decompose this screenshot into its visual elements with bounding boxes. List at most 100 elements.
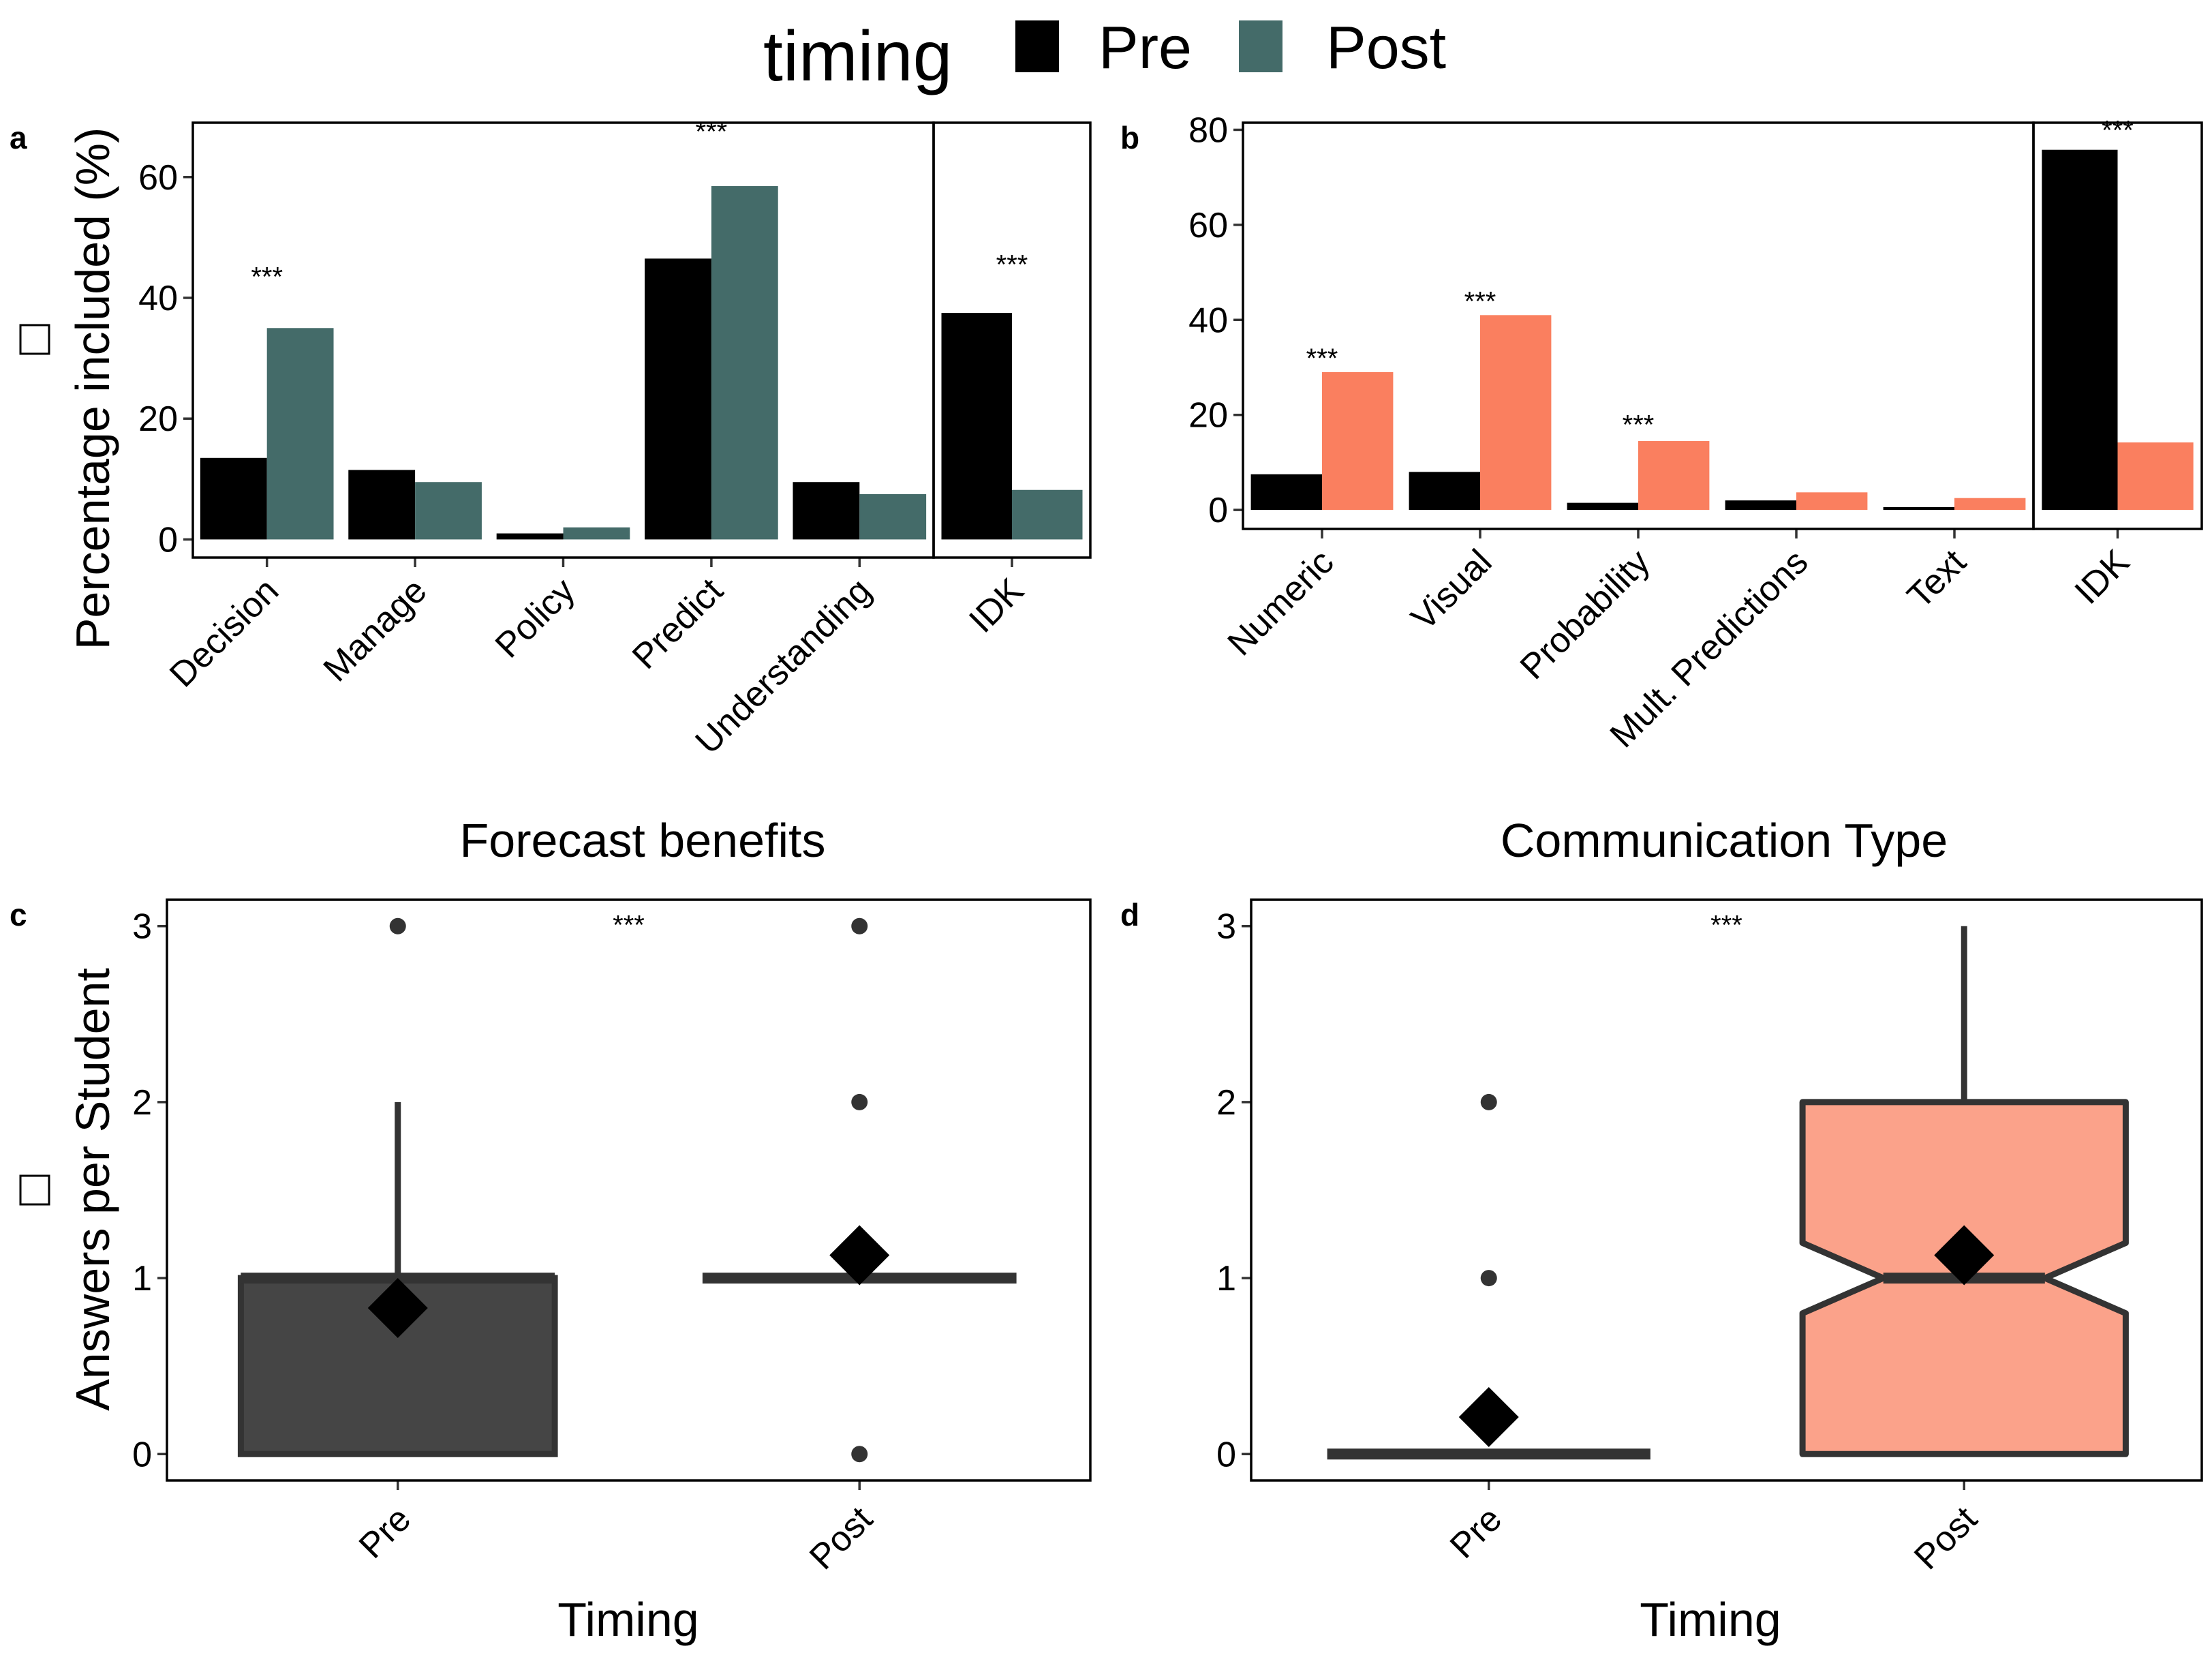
legend-swatch-pre <box>1015 20 1059 72</box>
panel-b-bars <box>1250 149 2194 511</box>
panel-c-ytick-label-3: 3 <box>132 907 152 947</box>
panel-a-ytick-label-20: 20 <box>138 399 178 439</box>
panel-b-sig-0: *** <box>1306 344 1338 374</box>
panel-letter-a: a <box>10 120 27 155</box>
panel-b-ytick-label-40: 40 <box>1188 301 1228 340</box>
panel-b-bar-numeric-post <box>1322 371 1394 511</box>
panel-b-ytick-label-80: 80 <box>1188 110 1228 150</box>
panel-c-post-outlier-2 <box>851 917 868 934</box>
panel-d-pre-outlier-0 <box>1480 1270 1497 1287</box>
missing-glyph-c <box>19 1174 50 1206</box>
panel-c-xlabel: Timing <box>557 1593 698 1646</box>
panel-c: c Answers per Student 0 1 2 3 *** Pre Post T… <box>10 897 1092 1646</box>
panel-b-xtick-label-4: Text <box>1900 542 1974 616</box>
panel-c-pre-outlier-0 <box>389 917 406 934</box>
panel-a-bar-manage-post <box>415 482 482 540</box>
panel-c-pre-xtick-label: Pre <box>352 1499 418 1566</box>
panel-b-xtick-label-1: Visual <box>1404 542 1500 638</box>
panel-b-y-axis: 0 20 40 60 80 <box>1188 110 1243 530</box>
panel-a-sig-1: *** <box>696 117 728 147</box>
panel-b-bar-idk-post <box>2117 442 2194 511</box>
panel-a: a Percentage included (%) 0 20 40 60 *** ***… <box>10 117 1092 867</box>
panel-letter-c: c <box>10 897 27 932</box>
panel-b-xtick-label-5: IDK <box>2068 542 2138 612</box>
panel-b-sig-3: *** <box>2102 115 2134 145</box>
panel-a-bars <box>200 186 1083 540</box>
panel-a-frame-idk <box>932 121 1092 559</box>
panel-d-ytick-label-3: 3 <box>1216 907 1236 947</box>
missing-glyph-a <box>19 324 50 355</box>
panel-c-frame <box>166 898 1092 1482</box>
legend-swatch-post <box>1239 20 1282 72</box>
panel-d-pre-mean <box>1458 1387 1519 1448</box>
panel-b-bar-mult-predictions-post <box>1796 492 1868 511</box>
panel-b-xtick-label-2: Probability <box>1513 542 1658 687</box>
panel-b-bar-mult-predictions-pre <box>1725 500 1796 511</box>
panel-a-xtick-label-3: Predict <box>625 571 731 677</box>
panel-a-xtick-label-5: IDK <box>962 571 1032 641</box>
panel-a-bar-idk-post <box>1012 489 1083 540</box>
panel-a-ylabel: Percentage included (%) <box>66 127 119 650</box>
panel-b-bar-probability-post <box>1638 441 1710 511</box>
panel-a-xtick-label-1: Manage <box>316 571 435 689</box>
panel-b-ytick-label-60: 60 <box>1188 206 1228 245</box>
panel-b-sig-1: *** <box>1464 286 1496 316</box>
panel-d-boxes <box>1327 926 2129 1460</box>
panel-b-bar-text-pre <box>1883 506 1954 511</box>
panel-d-sig-0: *** <box>1710 911 1742 941</box>
legend: timing Pre Post <box>763 14 1446 96</box>
panel-a-bar-predict-post <box>711 186 778 540</box>
panel-b-xtick-label-0: Numeric <box>1220 542 1342 663</box>
panel-a-bar-manage-pre <box>348 470 416 540</box>
panel-a-significance: *** *** *** <box>251 117 1028 292</box>
panel-c-ytick-label-2: 2 <box>132 1083 152 1123</box>
panel-b-bar-text-post <box>1954 498 2026 511</box>
panel-d-ytick-label-1: 1 <box>1216 1259 1236 1298</box>
panel-c-post-outlier-0 <box>851 1446 868 1463</box>
panel-a-bar-understanding-post <box>859 493 927 540</box>
panel-d-post-mean <box>1934 1225 1995 1286</box>
panel-c-boxes <box>237 917 1017 1463</box>
panel-a-xtick-label-2: Policy <box>488 571 583 665</box>
panel-d-y-axis: 0 1 2 3 <box>1216 907 1251 1474</box>
legend-label-pre: Pre <box>1099 14 1192 81</box>
panel-b-sig-2: *** <box>1623 410 1655 440</box>
panel-a-bar-idk-pre <box>941 313 1012 540</box>
panel-d-significance: *** <box>1710 911 1742 941</box>
panel-a-sig-2: *** <box>996 250 1028 280</box>
panel-b: b 0 20 40 60 80 *** *** *** *** Numeric Visual Pr… <box>1120 110 2203 867</box>
panel-b-bar-probability-pre <box>1567 502 1638 511</box>
panel-a-bar-predict-pre <box>645 258 711 540</box>
panel-a-x-axis: Decision Manage Policy PredictUnderstanding… <box>162 558 1032 762</box>
panel-d-post-xtick-label: Post <box>1907 1499 1985 1577</box>
panel-d-ytick-label-2: 2 <box>1216 1083 1236 1123</box>
panel-c-sig-0: *** <box>613 911 645 941</box>
panel-d-pre-outlier-1 <box>1480 1093 1497 1110</box>
panel-b-bar-numeric-pre <box>1250 474 1322 511</box>
panel-b-bar-visual-pre <box>1409 472 1480 511</box>
panel-d-ytick-label-0: 0 <box>1216 1435 1236 1474</box>
legend-label-post: Post <box>1326 14 1446 81</box>
panel-d-pre-xtick-label: Pre <box>1443 1499 1509 1566</box>
panel-c-ytick-label-0: 0 <box>132 1435 152 1474</box>
panel-a-ytick-label-60: 60 <box>138 158 178 198</box>
panel-c-y-axis: 0 1 2 3 <box>132 907 167 1474</box>
panel-a-ytick-label-0: 0 <box>158 520 178 560</box>
panel-a-bar-policy-post <box>563 527 630 540</box>
panel-b-ytick-label-20: 20 <box>1188 396 1228 436</box>
panel-a-bar-policy-pre <box>496 533 564 540</box>
panel-d-frame <box>1250 898 2203 1482</box>
panel-a-xlabel: Forecast benefits <box>460 814 826 867</box>
panel-c-post-outlier-1 <box>851 1093 868 1110</box>
panel-c-post-xtick-label: Post <box>802 1499 880 1577</box>
panel-c-ytick-label-1: 1 <box>132 1259 152 1298</box>
panel-a-ytick-label-40: 40 <box>138 279 178 318</box>
panel-c-pre-mean <box>367 1277 428 1338</box>
panel-letter-b: b <box>1120 120 1139 155</box>
panel-a-bar-decision-pre <box>200 457 267 540</box>
panel-d: d 0 1 2 3 *** Pre Post Timing <box>1120 897 2203 1646</box>
panel-a-xtick-label-0: Decision <box>162 571 286 695</box>
panel-b-ytick-label-0: 0 <box>1208 491 1228 530</box>
